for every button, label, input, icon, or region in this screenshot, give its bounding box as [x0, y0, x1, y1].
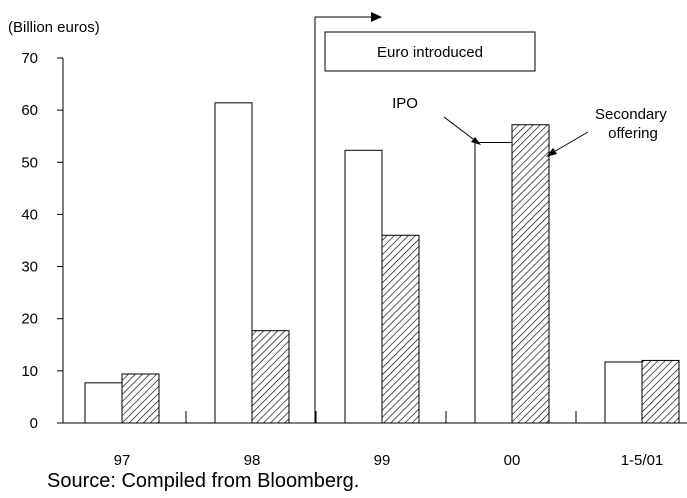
legend-secondary-label: Secondary offering	[595, 106, 671, 142]
bar-ipo	[474, 141, 513, 424]
bar-secondary-offering	[121, 373, 160, 424]
bar-ipo	[604, 361, 643, 424]
y-tick-label: 10	[21, 363, 38, 380]
bar-secondary-offering	[381, 234, 420, 424]
bar-ipo	[84, 382, 123, 424]
y-tick-label: 20	[21, 311, 38, 328]
legend-ipo-pointer	[443, 116, 478, 143]
source-note: Source: Compiled from Bloomberg.	[47, 470, 360, 492]
bar-secondary-offering	[251, 330, 290, 424]
legend-ipo-label: IPO	[392, 95, 418, 112]
euro-introduced-arrowhead	[371, 12, 382, 22]
legend-ipo-arrowhead	[471, 137, 481, 145]
legend-secondary-arrowhead	[546, 148, 557, 157]
bar-ipo	[214, 102, 253, 424]
bar-secondary-offering	[511, 124, 550, 424]
x-tick-label: 1-5/01	[621, 452, 664, 469]
y-tick-label: 30	[21, 259, 38, 276]
x-tick-label: 97	[114, 452, 131, 469]
y-tick-label: 70	[21, 50, 38, 67]
x-tick-label: 00	[504, 452, 521, 469]
y-tick-label: 40	[21, 206, 38, 223]
y-tick-label: 50	[21, 154, 38, 171]
x-tick-label: 99	[374, 452, 391, 469]
y-tick-label: 0	[30, 415, 38, 432]
y-tick-label: 60	[21, 102, 38, 119]
euro-introduced-label: Euro introduced	[377, 44, 483, 61]
legend-secondary-pointer	[551, 131, 589, 154]
x-tick-label: 98	[244, 452, 261, 469]
euro-introduced-box	[324, 31, 536, 72]
y-unit-label: (Billion euros)	[8, 19, 100, 36]
bar-ipo	[344, 149, 383, 424]
bar-secondary-offering	[641, 359, 680, 424]
